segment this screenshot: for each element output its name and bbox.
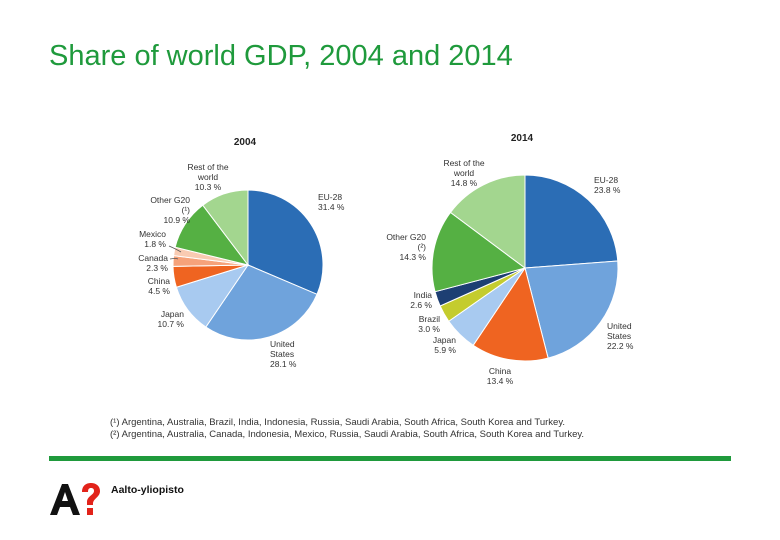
slice-label-2014-eu-28: EU-28 23.8 % (594, 175, 621, 195)
slice-label-2014-other-g20: Other G20 (²) 14.3 % (386, 232, 426, 262)
pie-slice-2014-united (524, 260, 619, 359)
leader-line-canada (169, 258, 179, 260)
slice-label-2014-india: India 2.6 % (410, 290, 432, 310)
slice-label-2014-japan: Japan 5.9 % (433, 335, 457, 355)
slice-label-2014-china: China 13.4 % (487, 366, 514, 386)
divider-rule (49, 456, 731, 461)
pie-chart-2004: EU-28 31.4 % United States 28.1 % Japan 10.7 %… (138, 137, 345, 369)
pie-slice-2014-china (472, 266, 549, 362)
leader-line-mexico (168, 245, 182, 253)
slice-label-2004-united: United States 28.1 % (270, 339, 297, 369)
chart-title-2014: 2014 (511, 133, 534, 144)
slice-label-2004-rest-of-the: Rest of the world 10.3 % (187, 162, 228, 192)
slice-label-2004-japan: Japan 10.7 % (158, 309, 185, 329)
slice-label-2004-eu-28: EU-28 31.4 % (318, 192, 345, 212)
slice-label-2014-rest-of-the: Rest of the world 14.8 % (443, 158, 484, 188)
brand-name: Aalto-yliopisto (111, 484, 184, 496)
aalto-logo: A? (50, 483, 100, 515)
footnote-1: (¹) Argentina, Australia, Brazil, India,… (110, 417, 566, 428)
slice-label-2004-china: China 4.5 % (148, 276, 171, 296)
slice-label-2014-united: United States 22.2 % (607, 321, 634, 351)
pie-slice-2014-eu-28 (524, 174, 619, 269)
pie-slice-2014-other-g20 (431, 211, 527, 293)
footnote-2: (²) Argentina, Australia, Canada, Indone… (110, 429, 585, 440)
pie-slice-2004-eu-28 (247, 189, 324, 296)
page-title: Share of world GDP, 2004 and 2014 (49, 40, 513, 72)
pie-slice-2004-rest-of-the (202, 189, 249, 267)
slice-label-2004-other-g20: Other G20 (¹) 10.9 % (150, 195, 190, 225)
slice-label-2014-brazil: Brazil 3.0 % (418, 314, 440, 334)
pie-slice-2014-rest-of-the (449, 174, 526, 269)
slice-label-2004-mexico: Mexico 1.8 % (139, 229, 166, 249)
pie-slice-2004-united (205, 264, 318, 341)
pie-chart-2014: EU-28 23.8 % United States 22.2 % China 13.4 %… (386, 133, 634, 386)
slice-label-2004-canada: Canada 2.3 % (138, 253, 168, 273)
chart-title-2004: 2004 (234, 137, 257, 148)
